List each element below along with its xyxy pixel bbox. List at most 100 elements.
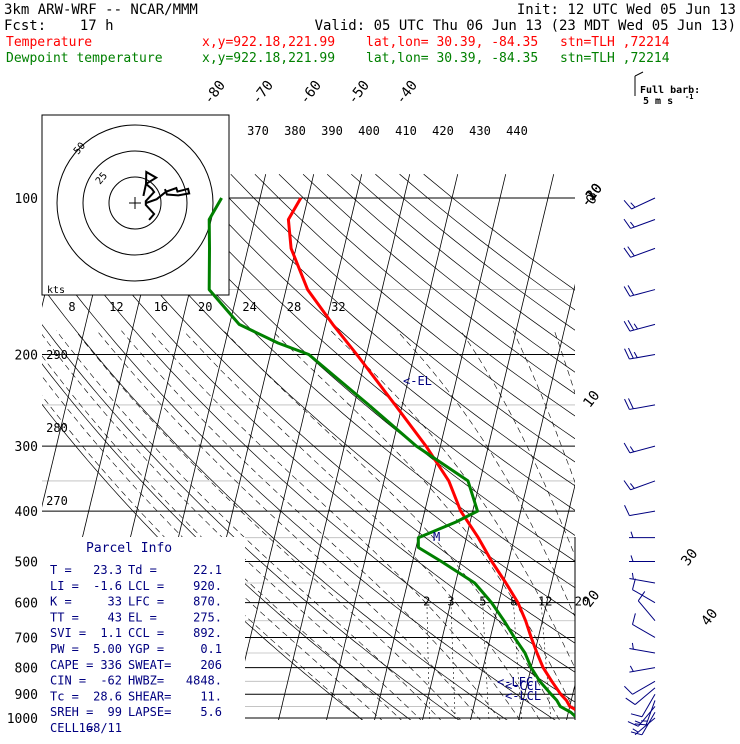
wind-barb-staff	[632, 681, 655, 694]
parcel-info-cell: 1.1	[100, 626, 122, 640]
dry-adiabat	[183, 174, 740, 729]
isotherm	[324, 174, 457, 729]
wind-barb-staff	[638, 601, 655, 621]
wind-barb-full	[628, 348, 633, 358]
wind-barb-full	[625, 399, 630, 409]
moist-adiabat	[331, 331, 603, 729]
parcel-info-cell: 11.	[200, 689, 222, 703]
moist-adiabat	[224, 331, 565, 729]
mixing-ratio-line	[427, 603, 430, 729]
parcel-info-cell: K =	[50, 595, 72, 609]
wind-barb	[624, 198, 655, 209]
parcel-info-cell: 28.6	[93, 689, 122, 703]
parcel-info-cell: SHEAR=	[128, 689, 171, 703]
wind-barb-staff	[642, 712, 655, 735]
wind-barb	[629, 555, 655, 561]
parcel-info-cell: -1.6	[93, 579, 122, 593]
theta-label-low: 290	[46, 348, 68, 362]
dewpoint-station: stn=TLH ,72214	[560, 51, 670, 66]
wind-barb-half	[632, 573, 633, 579]
wind-barb-half	[635, 721, 641, 723]
wind-barb-half	[632, 643, 633, 649]
parcel-info-cell: 336	[100, 658, 122, 672]
dry-adiabat	[400, 174, 740, 729]
ccl-annotation: <-CCL	[505, 679, 541, 693]
wind-barb-full	[631, 732, 642, 735]
wind-barb	[629, 666, 655, 672]
wind-barb-full	[624, 219, 631, 228]
wind-barb-full	[624, 480, 631, 489]
theta-label: 410	[395, 124, 417, 138]
parcel-info-cell: HWBZ=	[128, 674, 164, 688]
isotherm	[660, 174, 740, 729]
wind-barb-full	[625, 505, 630, 515]
wind-barb-full	[626, 698, 635, 704]
wind-barb	[625, 505, 655, 515]
wind-barb	[624, 443, 655, 453]
parcel-info-cell: 43	[108, 610, 122, 624]
theta-label: 370	[247, 124, 269, 138]
wind-barb	[629, 573, 655, 583]
dewpoint-xy: x,y=922.18,221.99	[202, 51, 335, 66]
pressure-label: 500	[15, 555, 38, 570]
isotherm-label: 40	[698, 606, 721, 629]
valid-time: Valid: 05 UTC Thu 06 Jun 13 (23 MDT Wed …	[315, 18, 736, 34]
hodograph-units: kts	[47, 285, 65, 296]
wind-barb	[624, 320, 655, 331]
isotherm-label: -40	[393, 78, 421, 108]
pressure-label: 200	[15, 349, 38, 364]
wind-barb-full	[632, 579, 635, 590]
wind-barb-full	[624, 443, 630, 453]
parcel-info-cell: 4848.	[186, 674, 222, 688]
barb-key-units: 5 m s	[643, 96, 673, 107]
theta-label: 390	[321, 124, 343, 138]
isotherm-label: 10	[580, 388, 603, 411]
parcel-info-cell: 892.	[193, 626, 222, 640]
header: 3km ARW-WRF -- NCAR/MMM Init: 12 UTC Wed…	[4, 2, 736, 66]
parcel-info-cell: 870.	[193, 595, 222, 609]
wind-barb	[629, 532, 655, 538]
isotherm-label: -50	[345, 78, 373, 108]
wind-barb	[624, 219, 655, 228]
mixing-ratio-label: 3	[447, 595, 454, 609]
mixing-ratio-label: 12	[538, 595, 552, 609]
speed-label: 32	[331, 300, 345, 314]
parcel-info-cell: EL =	[128, 610, 157, 624]
wind-barb-staff	[635, 688, 655, 705]
wind-barb-half	[630, 483, 634, 488]
temperature-legend: Temperature	[6, 35, 92, 50]
wind-barb-full	[632, 613, 635, 624]
theta-label-low: 270	[46, 494, 68, 508]
parcel-info-cell: -62	[100, 674, 122, 688]
parcel-info-cell: 22.1	[193, 563, 222, 577]
pressure-label: 900	[15, 688, 38, 703]
isotherm-label: 30	[678, 546, 701, 569]
theta-label: 400	[358, 124, 380, 138]
el-annotation: <-EL	[403, 374, 432, 388]
wind-barb-full	[624, 686, 632, 694]
init-time: Init: 12 UTC Wed 05 Jun 13	[517, 2, 736, 18]
wind-barb	[624, 285, 655, 296]
wind-barb-half	[633, 729, 638, 732]
wind-barb	[625, 398, 655, 409]
wind-barb-half	[630, 666, 633, 672]
wind-barb-half	[630, 447, 633, 452]
wind-barb	[624, 247, 655, 258]
pressure-label: 800	[15, 662, 38, 677]
theta-label: 430	[469, 124, 491, 138]
speed-label: 24	[242, 300, 256, 314]
dewpoint-latlon: lat,lon= 30.39, -84.35	[366, 51, 538, 66]
speed-label: 28	[287, 300, 301, 314]
dry-adiabat	[207, 174, 740, 729]
wind-barb-full	[624, 200, 631, 209]
parcel-info-cell: 33	[108, 595, 122, 609]
wind-barb-half	[630, 222, 634, 227]
parcel-info-cell: LFC =	[128, 595, 164, 609]
wind-barb	[629, 643, 655, 653]
speed-label: 20	[198, 300, 212, 314]
wind-barb	[625, 348, 655, 359]
moist-adiabat	[513, 331, 660, 729]
isotherm	[372, 174, 505, 729]
dry-adiabat	[424, 174, 740, 729]
